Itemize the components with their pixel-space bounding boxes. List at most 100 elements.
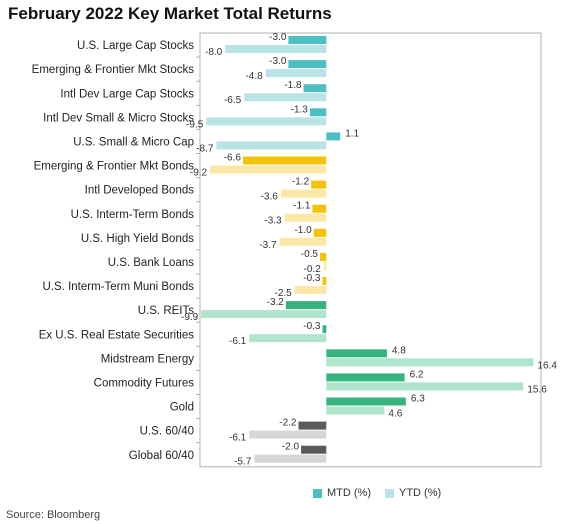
category-label: Gold <box>170 402 194 414</box>
bar-mtd <box>242 156 327 165</box>
category-label: U.S. Interm-Term Muni Bonds <box>43 281 195 293</box>
bar-ytd <box>206 117 327 126</box>
bar-ytd <box>326 382 524 391</box>
data-label-ytd: 16.4 <box>537 360 557 371</box>
data-label-mtd: -2.2 <box>279 418 297 429</box>
bar-mtd <box>326 349 387 358</box>
bar-ytd <box>225 45 327 53</box>
legend-label-ytd: YTD (%) <box>399 487 442 499</box>
data-label-ytd: -9.9 <box>181 312 199 323</box>
bar-ytd <box>216 141 327 150</box>
bar-mtd <box>319 252 327 261</box>
data-label-ytd: -2.5 <box>274 288 292 299</box>
data-label-ytd: -8.7 <box>196 143 214 154</box>
data-label-ytd: -5.7 <box>234 457 252 468</box>
data-label-ytd: -9.2 <box>190 168 208 179</box>
bar-mtd <box>285 301 327 310</box>
bar-ytd <box>284 213 327 222</box>
category-label: U.S. Small & Micro Cap <box>73 136 194 148</box>
category-label: Midstream Energy <box>101 353 195 365</box>
bar-ytd <box>244 93 327 102</box>
bar-mtd <box>301 445 327 454</box>
data-label-mtd: -6.6 <box>224 153 242 164</box>
data-label-mtd: -2.0 <box>282 442 300 453</box>
legend: MTD (%) YTD (%) <box>313 487 455 499</box>
chart-title: February 2022 Key Market Total Returns <box>8 4 332 23</box>
data-label-ytd: -6.1 <box>229 433 247 444</box>
bar-mtd <box>303 84 327 93</box>
data-label-ytd: -3.3 <box>264 216 282 227</box>
bar-ytd <box>326 358 534 367</box>
data-label-mtd: -1.0 <box>294 225 312 236</box>
category-label: U.S. Large Cap Stocks <box>77 40 194 52</box>
data-label-ytd: -6.1 <box>229 336 247 347</box>
data-label-mtd: -0.5 <box>301 249 319 260</box>
data-label-ytd: -6.5 <box>224 95 242 106</box>
data-label-mtd: -1.3 <box>291 104 309 115</box>
legend-swatch-mtd <box>313 488 322 498</box>
data-label-ytd: -3.6 <box>261 192 279 203</box>
bar-ytd <box>210 165 327 174</box>
category-label: Global 60/40 <box>129 450 194 462</box>
bar-mtd <box>326 132 341 141</box>
data-label-mtd: -3.0 <box>269 32 287 43</box>
data-label-ytd: -9.5 <box>186 119 204 130</box>
data-label-mtd: -3.2 <box>267 297 285 308</box>
legend-item-mtd: MTD (%) <box>313 487 371 499</box>
data-label-ytd: 15.6 <box>527 384 547 395</box>
category-label: U.S. 60/40 <box>140 426 194 438</box>
bar-ytd <box>279 237 327 246</box>
data-label-mtd: -1.8 <box>284 80 302 91</box>
data-label-ytd: -0.2 <box>304 264 322 275</box>
category-label: Intl Dev Small & Micro Stocks <box>43 112 194 124</box>
category-label: U.S. Interm-Term Bonds <box>71 209 195 221</box>
bar-mtd <box>309 108 327 117</box>
data-label-mtd: 6.2 <box>410 369 424 380</box>
bar-mtd <box>311 180 327 189</box>
bar-mtd <box>298 421 327 430</box>
bar-ytd <box>323 261 327 270</box>
data-label-ytd: -4.8 <box>245 71 263 82</box>
category-label: U.S. REITs <box>138 305 194 317</box>
category-label: Commodity Futures <box>94 377 195 389</box>
category-label: U.S. High Yield Bonds <box>81 233 194 245</box>
data-label-ytd: 4.6 <box>388 409 402 420</box>
bar-ytd <box>326 406 385 415</box>
legend-label-mtd: MTD (%) <box>327 487 371 499</box>
bar-mtd <box>322 277 327 285</box>
category-label: Intl Developed Bonds <box>85 185 195 197</box>
data-label-mtd: 4.8 <box>392 345 406 356</box>
data-label-mtd: -0.3 <box>303 321 321 332</box>
bar-ytd <box>254 454 327 463</box>
data-label-ytd: -8.0 <box>205 47 223 58</box>
data-label-mtd: -3.0 <box>269 56 287 67</box>
bar-mtd <box>288 60 327 69</box>
category-label: Intl Dev Large Cap Stocks <box>60 88 194 100</box>
bar-ytd <box>280 189 327 198</box>
bar-ytd <box>249 430 327 439</box>
bar-ytd <box>201 310 327 319</box>
data-label-mtd: 6.3 <box>411 394 425 405</box>
bar-ytd <box>294 286 327 294</box>
bar-mtd <box>288 36 327 44</box>
bar-ytd <box>249 334 327 343</box>
legend-item-ytd: YTD (%) <box>385 487 441 499</box>
category-label: Ex U.S. Real Estate Securities <box>39 329 195 341</box>
category-label: U.S. Bank Loans <box>108 257 195 269</box>
legend-swatch-ytd <box>385 488 394 498</box>
source-note: Source: Bloomberg <box>6 509 101 521</box>
data-label-mtd: -1.2 <box>292 177 310 188</box>
bar-mtd <box>313 228 327 237</box>
category-label: Emerging & Frontier Mkt Bonds <box>34 161 195 173</box>
category-label: Emerging & Frontier Mkt Stocks <box>32 64 195 76</box>
bar-mtd <box>326 397 406 406</box>
data-label-ytd: -3.7 <box>259 240 277 251</box>
bar-mtd <box>322 325 327 334</box>
data-label-mtd: 1.1 <box>345 128 359 139</box>
data-label-mtd: -0.3 <box>303 273 321 284</box>
data-label-mtd: -1.1 <box>293 201 311 212</box>
bar-ytd <box>265 69 327 78</box>
bar-mtd <box>312 204 327 213</box>
bar-mtd <box>326 373 405 382</box>
